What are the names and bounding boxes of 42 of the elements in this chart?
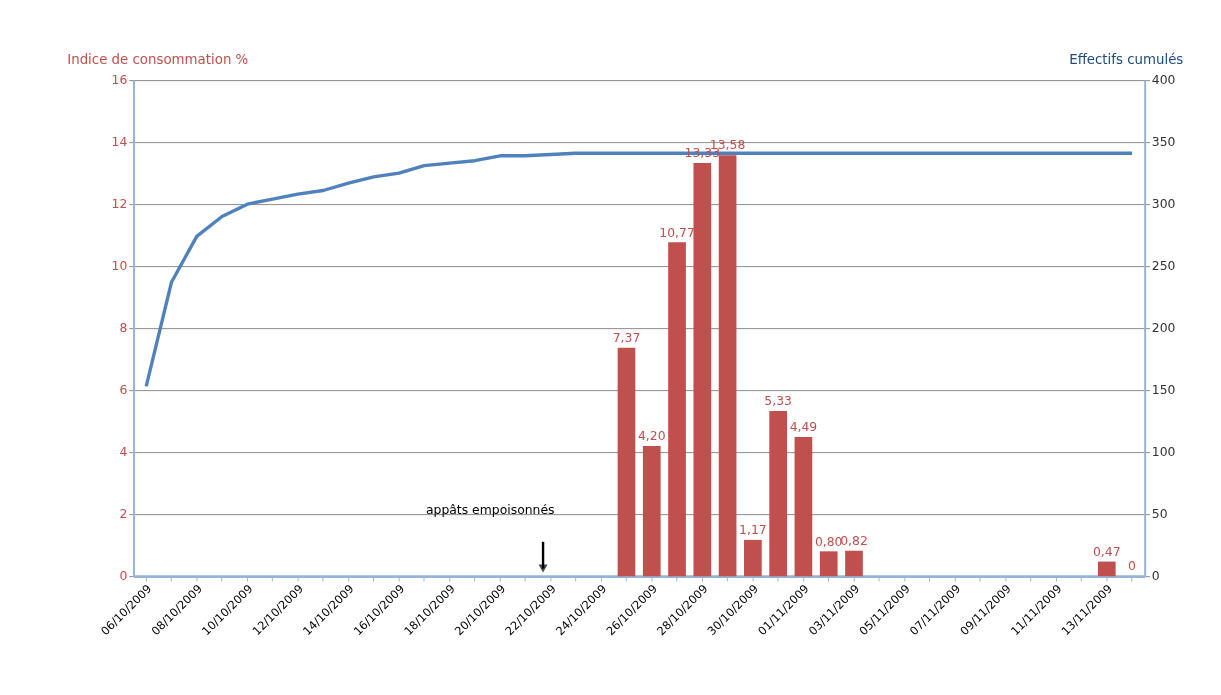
- y2-tick-label: 300: [1151, 196, 1176, 212]
- bar: [1097, 561, 1116, 577]
- bar: [718, 155, 737, 577]
- bar: [819, 551, 838, 577]
- data-label: 0,80: [814, 533, 843, 549]
- y-axis-title: Indice de consommation %: [67, 52, 249, 68]
- y2-tick-label: 0: [1151, 568, 1160, 584]
- data-label: 1,17: [739, 522, 767, 538]
- data-label: 5,33: [764, 393, 792, 409]
- y-tick-label: 16: [111, 72, 128, 88]
- data-label: 10,77: [659, 224, 695, 240]
- y2-tick-label: 350: [1151, 134, 1176, 150]
- y2-tick-label: 50: [1151, 506, 1168, 522]
- data-label: 0,47: [1092, 543, 1121, 559]
- y-tick-label: 6: [119, 382, 128, 398]
- bar: [845, 550, 863, 577]
- y-tick-label: 2: [119, 506, 128, 522]
- data-label: 4,20: [637, 428, 666, 444]
- y-tick-label: 4: [119, 444, 128, 460]
- y2-tick-label: 400: [1151, 72, 1176, 88]
- y-tick-label: 0: [119, 568, 128, 584]
- bar: [794, 436, 813, 577]
- y2-tick-label: 200: [1151, 320, 1176, 336]
- bar: [769, 410, 787, 577]
- data-label: 0,82: [840, 533, 868, 549]
- y-tick-label: 14: [111, 134, 128, 150]
- bar: [642, 445, 661, 577]
- annotation: appâts empoisonnés: [425, 502, 555, 518]
- y-tick-label: 8: [119, 320, 128, 336]
- y2-tick-label: 100: [1151, 444, 1176, 460]
- data-label: 7,37: [612, 329, 641, 345]
- y-tick-label: 10: [111, 258, 128, 274]
- data-label: 4,49: [789, 419, 818, 435]
- bar: [668, 242, 686, 577]
- bar: [617, 347, 636, 577]
- y2-axis-title: Effectifs cumulés: [1069, 52, 1184, 68]
- bar: [693, 162, 712, 577]
- bar: [744, 539, 762, 577]
- data-label: 0: [1128, 558, 1137, 574]
- y-tick-label: 12: [111, 196, 128, 212]
- y2-tick-label: 150: [1151, 382, 1176, 398]
- y2-tick-label: 250: [1151, 258, 1176, 274]
